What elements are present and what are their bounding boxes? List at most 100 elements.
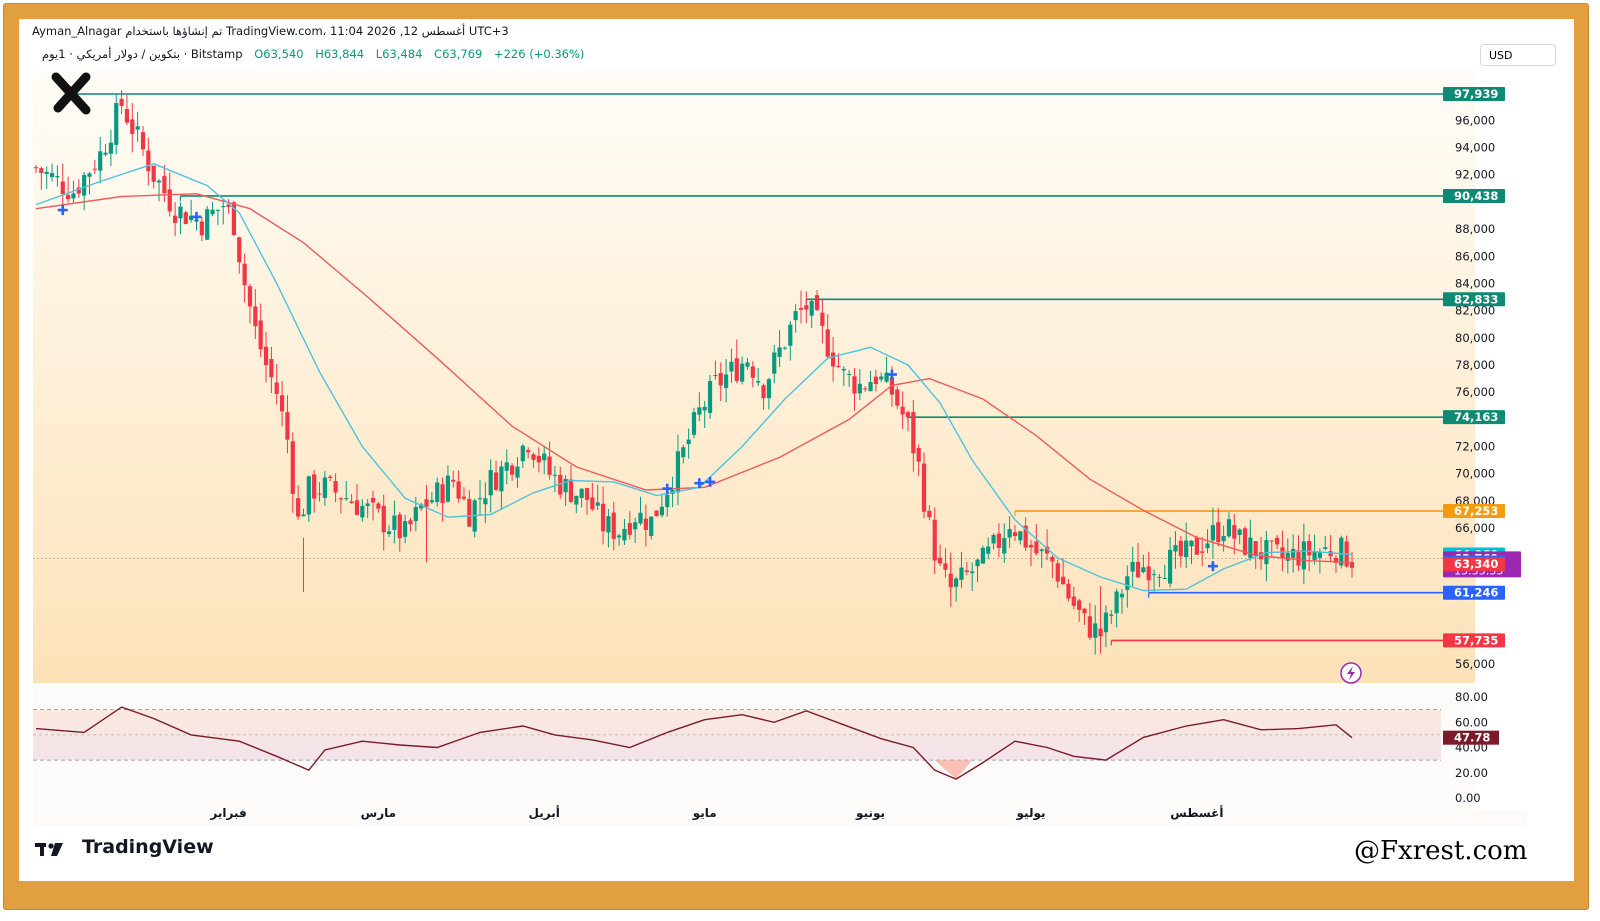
candle [884,356,889,384]
candle [221,199,226,225]
candle [740,356,745,385]
signal-marker [191,211,202,222]
candle [825,314,830,360]
high-value: H63,844 [315,47,365,61]
candle [429,491,434,505]
candle [820,300,825,344]
candle [1135,543,1141,578]
candle [713,360,718,380]
candle [1237,528,1242,544]
candle [408,517,413,532]
candle [477,479,483,515]
candle [1018,530,1023,545]
candle [750,361,755,388]
candle [1087,603,1092,640]
candle [269,346,274,394]
rsi-tick-label: 20.00 [1455,766,1488,780]
candle [493,460,499,491]
candle [718,362,723,401]
candles [33,90,1355,655]
ma-fast-line [35,163,1353,592]
candle [1050,554,1055,579]
x-logo-icon [51,72,91,115]
candle [702,400,707,428]
candle [606,508,611,548]
candle [39,166,44,190]
price-badge-label: 63,340 [1454,557,1498,571]
candle [574,495,579,514]
candle [1194,535,1199,555]
candle [1178,536,1183,568]
price-badge: 82,833 [1443,292,1505,307]
candle [1044,529,1050,561]
candle [419,502,424,512]
author-handle: @Fxrest.com [1354,836,1528,866]
candle [124,94,130,126]
candle [360,499,365,522]
candle [1285,538,1290,574]
candle [863,386,868,392]
time-tick-label: يوليو [1016,806,1046,821]
candle [536,447,541,473]
candle [1061,558,1066,585]
candle [456,470,461,503]
candle [92,159,97,174]
candle [986,537,991,560]
candle [242,253,247,303]
candle [600,486,606,545]
candle [798,290,804,324]
candle [1103,605,1109,648]
time-axis: فبراير مارس أبريل مايو يونيو يوليو أغسطس [209,805,1223,821]
close-value: C63,769 [434,47,483,61]
price-tick-label: 96,000 [1455,113,1495,127]
candle [916,444,921,476]
candle [103,144,108,157]
candle [1226,512,1232,538]
tradingview-logo-icon [35,843,63,856]
candle [809,299,814,328]
candle [381,494,386,551]
candle [1157,574,1162,588]
candle [210,202,215,217]
candle [376,501,381,513]
candle [285,395,290,454]
candle [114,94,119,155]
candle [472,498,477,538]
candle [777,330,782,367]
candle [547,441,552,480]
candle [344,481,349,501]
price-tick-label: 72,000 [1455,440,1495,454]
candle [937,544,943,566]
lightning-icon[interactable] [1340,662,1362,684]
price-badge: 97,939 [1443,87,1505,101]
candle [71,180,76,204]
candle [135,112,140,142]
currency-selector[interactable]: USD [1480,44,1556,66]
candle [306,475,311,522]
candle [1301,523,1306,584]
candle [1012,525,1018,541]
price-badge: 57,735 [1443,633,1505,648]
candle [622,519,627,545]
rsi-tick-label: 60.00 [1455,715,1488,729]
candle [959,551,964,588]
candle [1055,559,1060,588]
candle [633,517,638,544]
candle [263,331,269,383]
price-badge-label: 90,438 [1454,189,1498,203]
candle [1269,540,1274,558]
candle [1130,546,1135,587]
candle [365,499,370,518]
candle [895,386,900,410]
candle [745,357,750,370]
candle [804,291,809,324]
candle [146,137,151,186]
candle [954,576,959,602]
candle [237,236,242,274]
candle [1039,548,1044,568]
candle [847,370,852,387]
symbol-label[interactable]: بتكوين / دولار أمريكي · 1يوم · Bitstamp [42,47,243,61]
candle [130,103,135,153]
candle [579,488,584,508]
